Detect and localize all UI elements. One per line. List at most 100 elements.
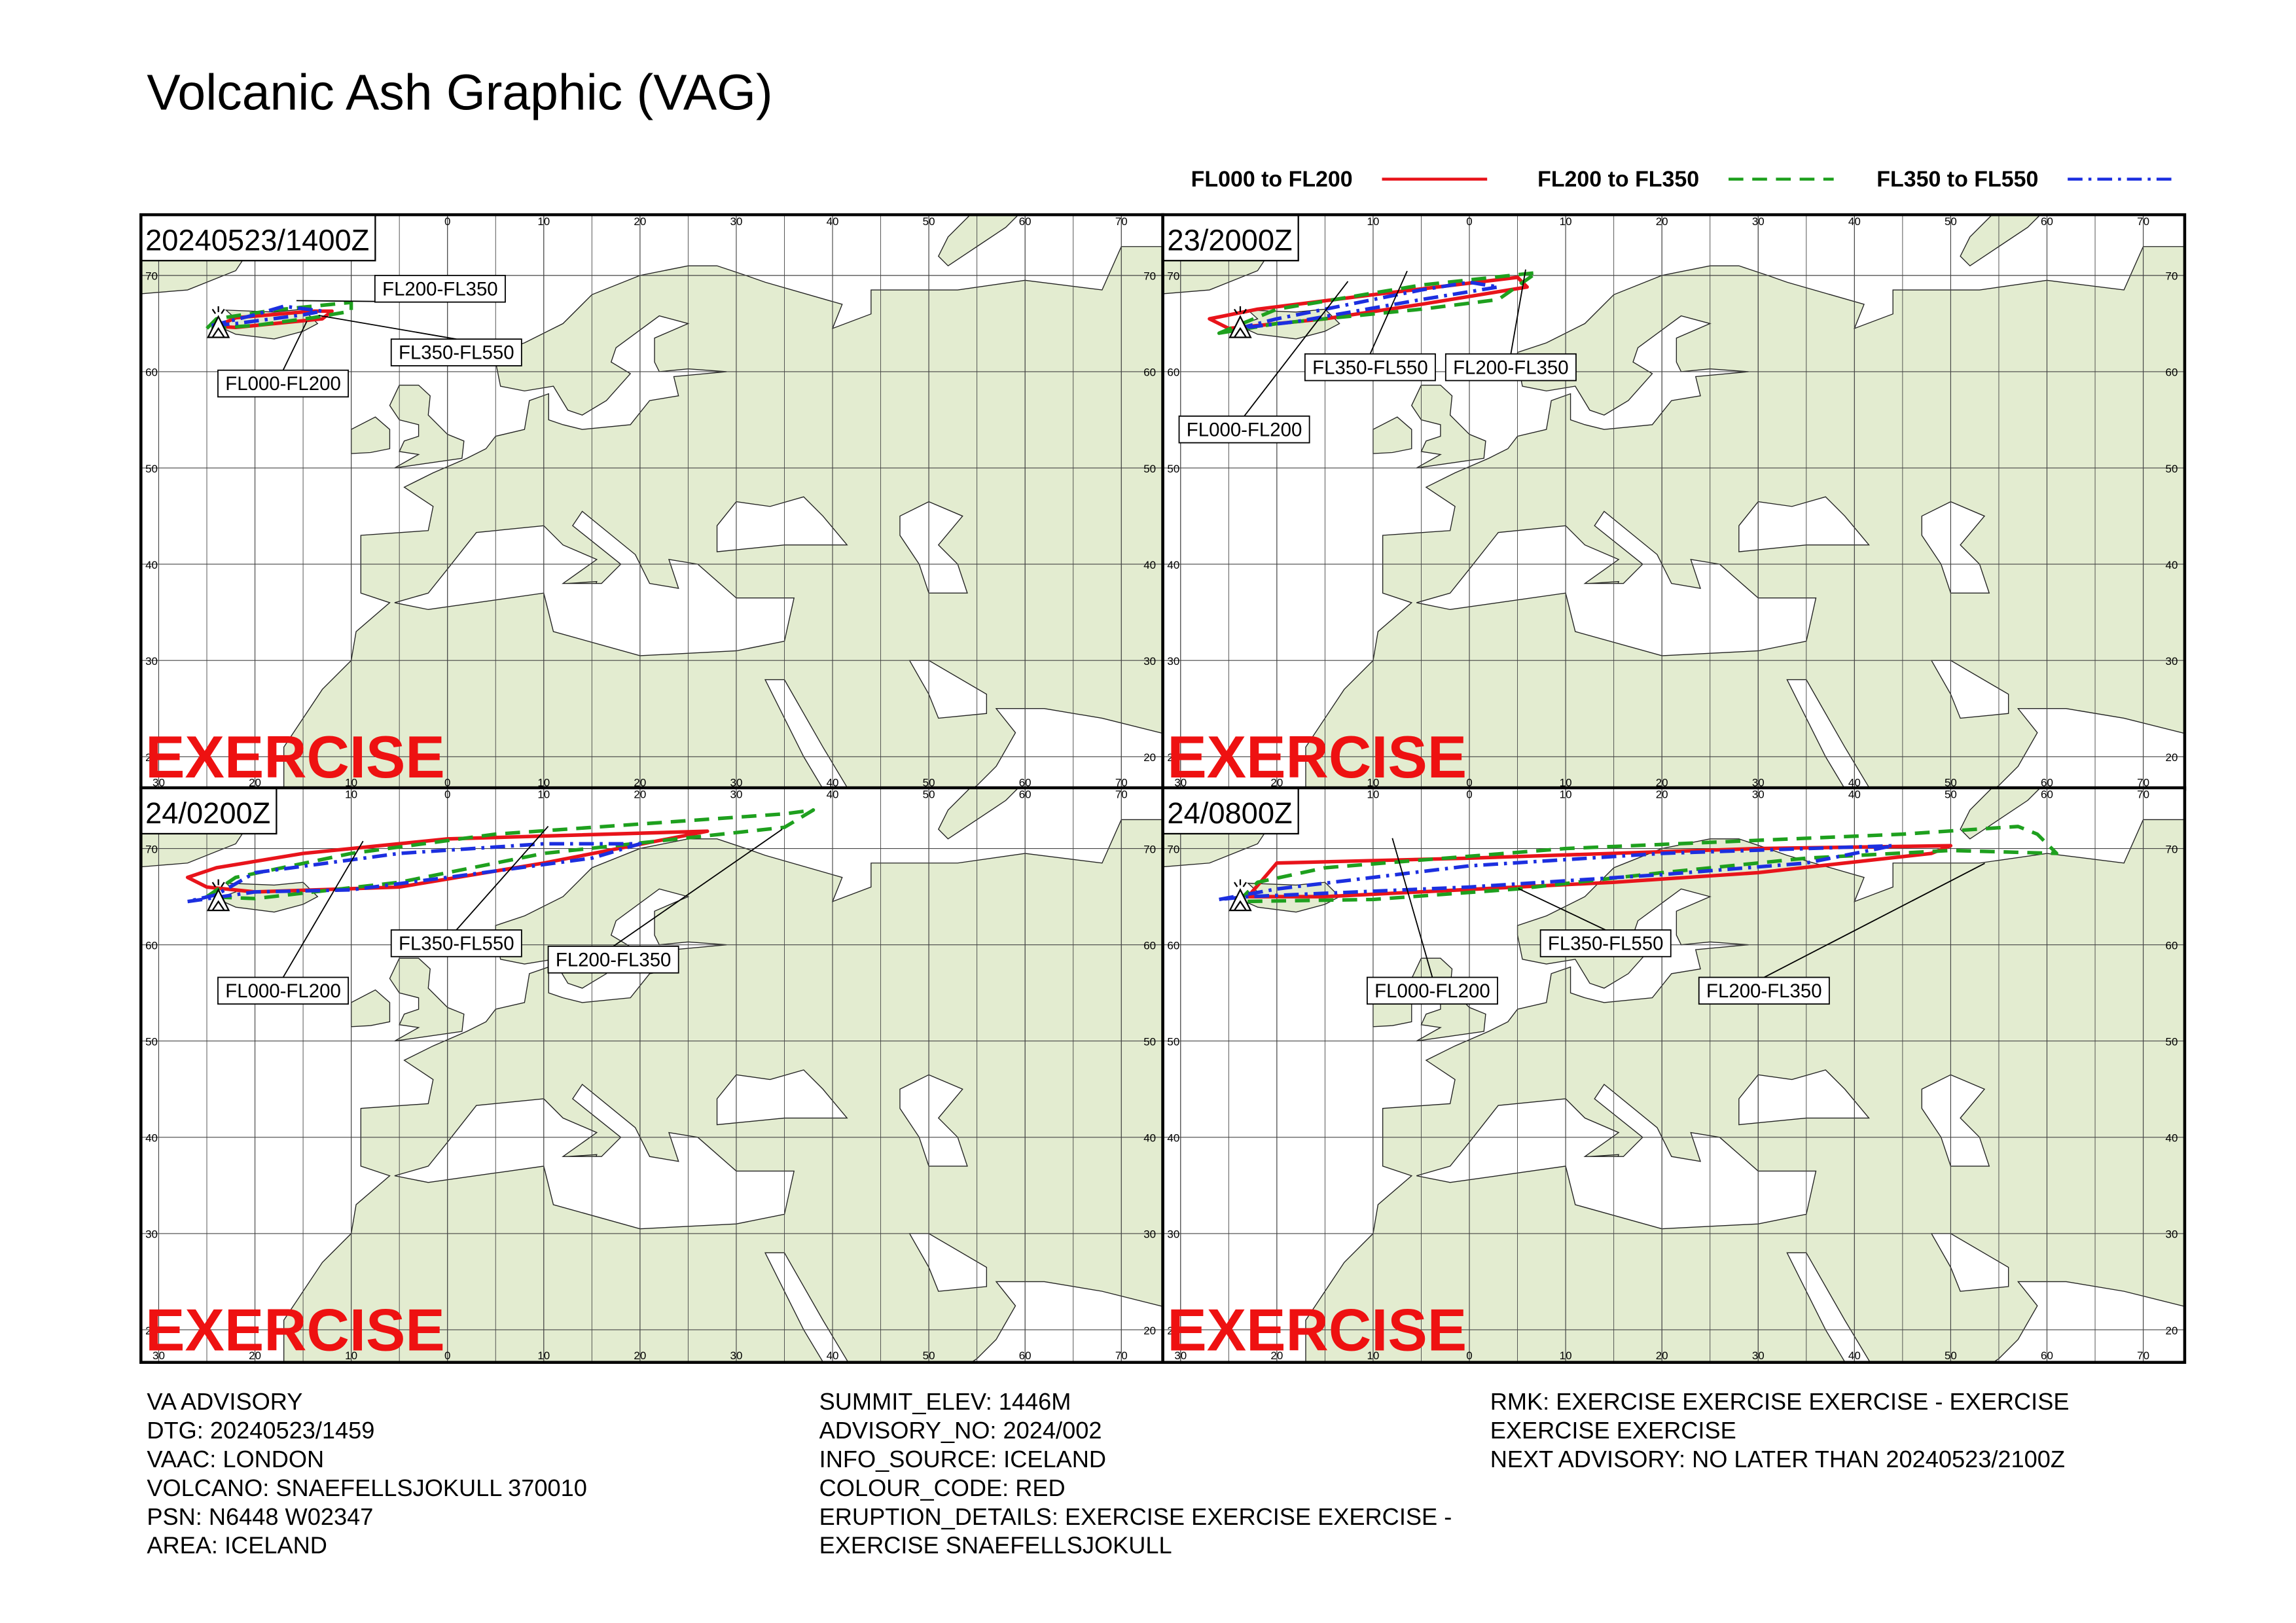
lon-tick-label: 40 [827,1349,839,1362]
valid-time: 24/0800Z [1167,796,1292,830]
lon-tick-label: 50 [923,777,935,789]
inland-sea [394,1084,795,1230]
lon-tick-label: 60 [1019,789,1031,801]
lon-tick-label: 10 [345,789,357,801]
lon-tick-label: 30 [1174,777,1187,789]
valid-time-box [1162,787,1299,835]
label-leader [1510,269,1526,354]
label-box [390,929,522,957]
advisory-line: PSN: N6448 W02347 [147,1503,373,1530]
lon-tick-label: 30 [1174,1349,1187,1362]
label-leader [1369,270,1408,355]
lon-tick-label: 10 [1367,215,1380,228]
lat-tick-label: 40 [1143,1132,1156,1145]
legend-label: FL350 to FL550 [1876,167,2038,192]
lon-tick-label: 20 [1656,215,1668,228]
lon-tick-label: 60 [2041,1349,2053,1362]
valid-time: 23/2000Z [1167,223,1292,257]
lat-tick-label: 40 [1167,559,1179,571]
inland-sea [1416,510,1817,656]
lat-tick-label: 40 [145,1132,158,1145]
lon-tick-label: 10 [537,1349,550,1362]
lon-tick-label: 40 [1848,1349,1861,1362]
cloud-label: FL350-FL550 [1548,933,1664,955]
lon-tick-label: 60 [2041,215,2053,228]
label-box [217,976,350,1005]
inland-sea [716,496,848,552]
lon-tick-label: 0 [444,789,450,801]
label-leader [613,829,783,947]
lon-tick-label: 20 [634,215,646,228]
lon-tick-label: 20 [1270,1349,1283,1362]
lon-tick-label: 30 [730,789,743,801]
lat-tick-label: 60 [145,366,158,379]
advisory-line: EXERCISE SNAEFELLSJOKULL [819,1532,1172,1559]
panel-frame [1161,786,2187,1364]
lon-tick-label: 40 [1848,789,1861,801]
label-box [1444,353,1577,382]
advisory-line: DTG: 20240523/1459 [147,1417,374,1444]
lon-tick-label: 40 [1848,215,1861,228]
lat-tick-label: 70 [1167,270,1179,283]
volcano-symbol [206,306,230,338]
lat-tick-label: 30 [145,1228,158,1241]
land [1960,215,2041,267]
advisory-line: EXERCISE EXERCISE [1490,1417,1736,1444]
lon-tick-label: 10 [1367,777,1380,789]
lon-tick-label: 10 [537,215,550,228]
map-panel: 30 30 20 20 10 10 0 0 10 10 20 20 30 30 40 40 50 50 60 60 70… [1162,787,2185,1363]
label-leader [1244,281,1349,417]
exercise-watermark: EXERCISE [145,724,445,791]
advisory-line: AREA: ICELAND [147,1532,327,1559]
volcano-symbol [1229,879,1252,912]
lon-tick-label: 50 [1945,777,1957,789]
lon-tick-label: 60 [1019,215,1031,228]
lon-tick-label: 10 [345,777,357,789]
lon-tick-label: 10 [537,789,550,801]
ash-cloud [1217,844,1895,902]
lon-tick-label: 40 [1848,777,1861,789]
lat-tick-label: 40 [1143,559,1156,571]
lon-tick-label: 0 [1466,789,1472,801]
land [1960,787,2041,840]
inland-sea [1416,1084,1817,1230]
valid-time-box [141,215,376,262]
legend-label: FL200 to FL350 [1537,167,1699,192]
lon-tick-label: 50 [1945,1349,1957,1362]
lon-tick-label: 10 [1560,789,1572,801]
lat-tick-label: 70 [2166,843,2178,855]
inland-sea [1738,1069,1870,1126]
land [1410,384,1486,469]
lon-tick-label: 0 [444,1349,450,1362]
lon-tick-label: 30 [1752,777,1765,789]
lat-tick-label: 30 [1167,1228,1179,1241]
lon-tick-label: 0 [1466,1349,1472,1362]
advisory-line: VOLCANO: SNAEFELLSJOKULL 370010 [147,1474,586,1501]
lat-tick-label: 60 [1143,366,1156,379]
lon-tick-label: 50 [1945,215,1957,228]
lon-tick-label: 50 [923,215,935,228]
lon-tick-label: 50 [923,1349,935,1362]
lon-tick-label: 20 [634,1349,646,1362]
lat-tick-label: 20 [145,751,158,764]
ash-cloud [185,829,709,894]
valid-time-box [141,787,278,835]
lat-tick-label: 50 [1167,463,1179,475]
lon-tick-label: 30 [152,1349,165,1362]
lon-tick-label: 0 [1466,215,1472,228]
lon-tick-label: 70 [2137,1349,2149,1362]
lon-tick-label: 30 [730,215,743,228]
lat-tick-label: 20 [1143,751,1156,764]
legend-label: FL000 to FL200 [1191,167,1353,192]
lon-tick-label: 30 [1752,789,1765,801]
cloud-label: FL000-FL200 [1187,419,1302,440]
advisory-line: NEXT ADVISORY: NO LATER THAN 20240523/21… [1490,1446,2065,1472]
label-leader [456,826,549,931]
lat-tick-label: 50 [1143,463,1156,475]
lon-tick-label: 20 [1270,777,1283,789]
lon-tick-label: 60 [2041,777,2053,789]
lat-tick-label: 60 [1167,366,1179,379]
inland-sea [716,1069,848,1126]
lat-tick-label: 40 [2166,559,2178,571]
